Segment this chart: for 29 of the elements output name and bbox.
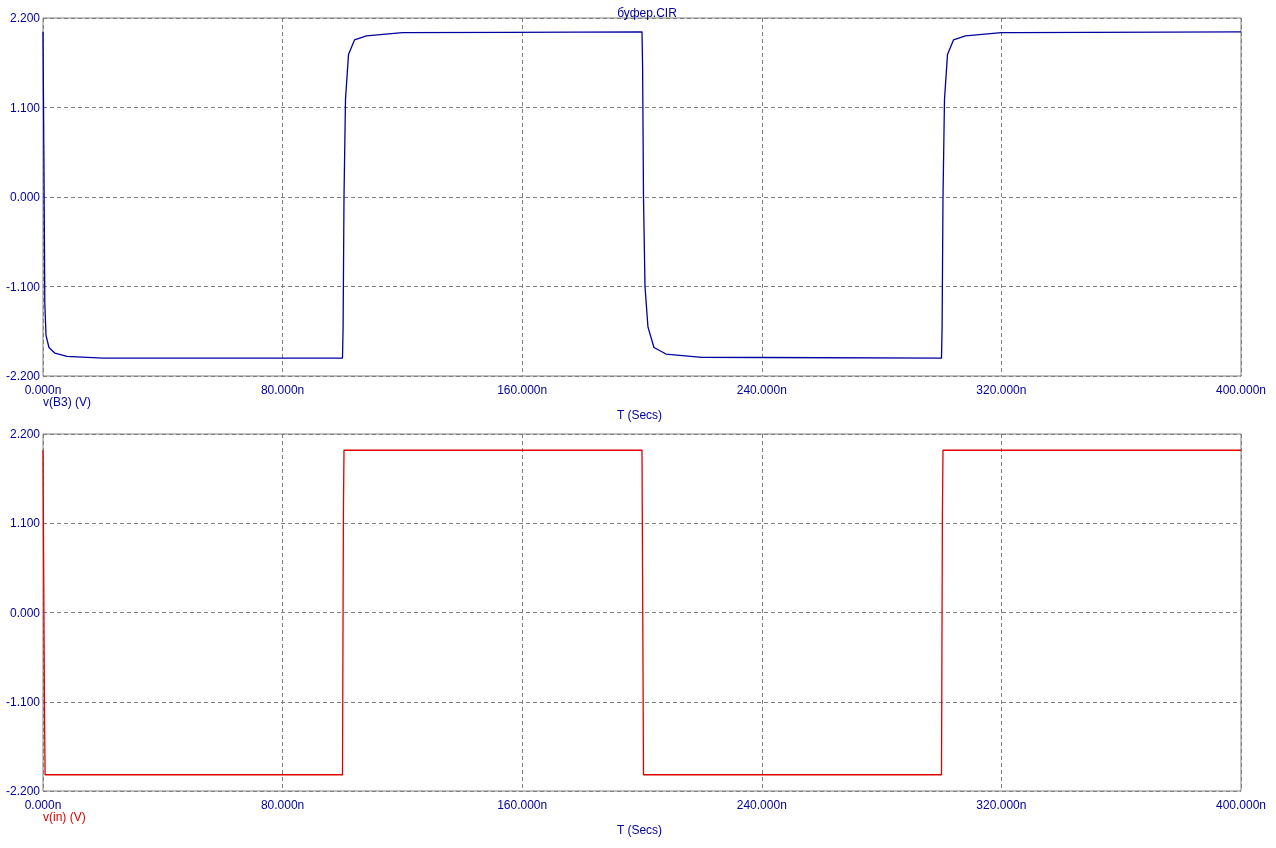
text: v(in) (V) xyxy=(43,810,86,824)
text: v(B3) (V) xyxy=(43,395,91,409)
x-tick-label: 80.000n xyxy=(260,798,305,812)
chart-title: буфер.CIR xyxy=(617,6,678,20)
x-tick-label: 160.000n xyxy=(497,798,548,812)
y-tick-label: 2.200 xyxy=(9,427,41,441)
x-axis-title: T (Secs) xyxy=(617,408,663,422)
y-tick-label: -1.100 xyxy=(5,279,41,294)
y-tick-label: 0.000 xyxy=(9,605,41,620)
y-tick-label: -2.200 xyxy=(5,784,41,798)
x-tick-label: 400.000n xyxy=(1215,383,1267,397)
x-tick-label: 320.000n xyxy=(976,798,1027,812)
y-tick-label: 1.100 xyxy=(9,100,41,115)
y-tick-label: 2.200 xyxy=(9,11,41,25)
y-tick-label: -2.200 xyxy=(5,369,41,383)
x-tick-label: 0.000n xyxy=(24,798,62,812)
x-tick-label: 80.000n xyxy=(260,383,305,397)
x-tick-label: 400.000n xyxy=(1215,798,1267,812)
x-tick-label: 240.000n xyxy=(736,798,787,812)
x-axis-title: T (Secs) xyxy=(617,823,663,837)
y-tick-label: -1.100 xyxy=(5,694,41,709)
line-series xyxy=(42,449,1242,776)
y-tick-label: 0.000 xyxy=(9,190,41,204)
line-series xyxy=(42,31,1242,359)
x-tick-label: 160.000n xyxy=(497,383,548,397)
x-tick-label: 320.000n xyxy=(976,383,1027,397)
x-tick-label: 240.000n xyxy=(736,383,787,397)
y-tick-label: 1.100 xyxy=(9,516,41,531)
x-tick-label: 0.000n xyxy=(24,383,62,397)
